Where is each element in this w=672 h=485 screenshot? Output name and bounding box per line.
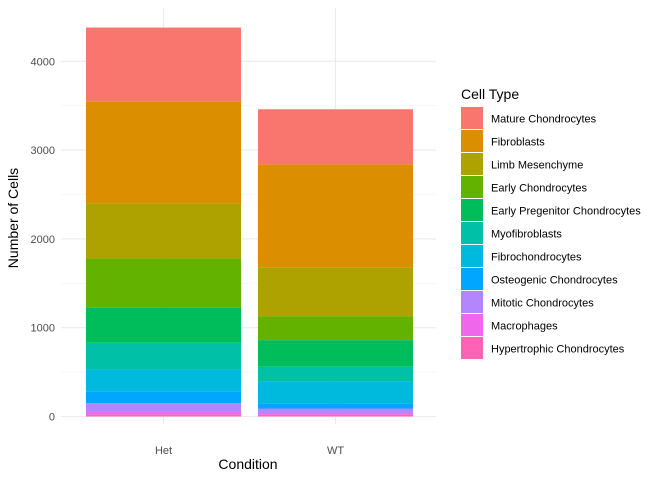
y-axis-title: Number of Cells — [5, 168, 21, 268]
legend-items: Mature Chondrocytes Fibroblasts Limb Mesen… — [461, 107, 641, 359]
bar-het-mature-chondrocytes — [86, 27, 241, 102]
legend-key-limb-mesenchyme — [461, 153, 483, 175]
x-tick-label-het: Het — [155, 445, 172, 457]
legend-title: Cell Type — [461, 86, 519, 102]
legend-label-early-pregenitor-chondrocytes: Early Pregenitor Chondrocytes — [491, 206, 641, 218]
bar-wt-early-pregenitor-chondrocytes — [258, 340, 413, 367]
legend-key-macrophages — [461, 314, 483, 336]
bar-wt-hypertrophic-chondrocytes — [258, 414, 413, 417]
bar-het-fibrochondrocytes — [86, 369, 241, 392]
x-axis-ticks: Het WT — [155, 445, 344, 457]
legend-label-mitotic-chondrocytes: Mitotic Chondrocytes — [491, 298, 594, 310]
legend-key-myofibroblasts — [461, 222, 483, 244]
legend-key-early-chondrocytes — [461, 176, 483, 198]
bar-het-osteogenic-chondrocytes — [86, 391, 241, 404]
bar-het-limb-mesenchyme — [86, 203, 241, 259]
legend-key-hypertrophic-chondrocytes — [461, 337, 483, 359]
bar-het-early-pregenitor-chondrocytes — [86, 307, 241, 343]
legend-label-fibroblasts: Fibroblasts — [491, 137, 545, 149]
y-tick-label: 0 — [49, 412, 55, 424]
bar-wt-limb-mesenchyme — [258, 267, 413, 317]
x-axis-title: Condition — [218, 456, 277, 472]
legend-label-limb-mesenchyme: Limb Mesenchyme — [491, 160, 583, 172]
bar-wt-early-chondrocytes — [258, 316, 413, 341]
y-tick-label: 2000 — [31, 234, 55, 246]
legend-label-macrophages: Macrophages — [491, 321, 558, 333]
bar-wt-myofibroblasts — [258, 366, 413, 382]
bar-het-mitotic-chondrocytes — [86, 403, 241, 413]
legend: Cell Type Mature Chondrocytes Fibroblasts… — [461, 86, 641, 359]
bar-het-myofibroblasts — [86, 342, 241, 370]
bar-het-hypertrophic-chondrocytes — [86, 414, 241, 417]
bar-wt-mitotic-chondrocytes — [258, 408, 413, 413]
legend-key-fibroblasts — [461, 130, 483, 152]
legend-label-osteogenic-chondrocytes: Osteogenic Chondrocytes — [491, 275, 618, 287]
bars — [86, 27, 413, 417]
bar-wt-macrophages — [258, 412, 413, 415]
legend-key-mitotic-chondrocytes — [461, 291, 483, 313]
bar-het-macrophages — [86, 412, 241, 415]
legend-key-fibrochondrocytes — [461, 245, 483, 267]
y-tick-label: 3000 — [31, 145, 55, 157]
y-tick-label: 4000 — [31, 56, 55, 68]
legend-key-early-pregenitor-chondrocytes — [461, 199, 483, 221]
y-axis-ticks: 0 1000 2000 3000 4000 — [31, 56, 55, 423]
bar-wt-fibrochondrocytes — [258, 381, 413, 404]
legend-label-hypertrophic-chondrocytes: Hypertrophic Chondrocytes — [491, 344, 625, 356]
bar-wt-fibroblasts — [258, 164, 413, 268]
legend-label-fibrochondrocytes: Fibrochondrocytes — [491, 252, 582, 264]
bar-het-early-chondrocytes — [86, 258, 241, 308]
legend-label-myofibroblasts: Myofibroblasts — [491, 229, 562, 241]
y-tick-label: 1000 — [31, 323, 55, 335]
bar-wt-osteogenic-chondrocytes — [258, 403, 413, 409]
bar-wt-mature-chondrocytes — [258, 109, 413, 165]
x-tick-label-wt: WT — [327, 445, 344, 457]
bar-het-fibroblasts — [86, 101, 241, 204]
legend-key-mature-chondrocytes — [461, 107, 483, 129]
legend-label-mature-chondrocytes: Mature Chondrocytes — [491, 114, 597, 126]
legend-key-osteogenic-chondrocytes — [461, 268, 483, 290]
legend-label-early-chondrocytes: Early Chondrocytes — [491, 183, 587, 195]
